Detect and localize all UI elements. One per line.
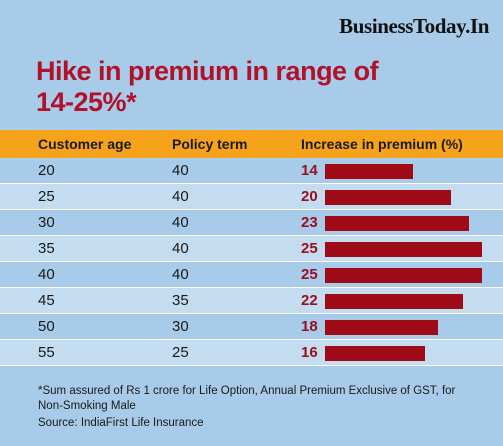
source-note: Source: IndiaFirst Life Insurance: [38, 417, 204, 429]
bar: [325, 164, 413, 179]
cell-policy-term: 40: [172, 162, 189, 179]
cell-customer-age: 50: [38, 318, 55, 335]
premium-table: Customer age Policy term Increase in pre…: [0, 130, 503, 366]
cell-policy-term: 25: [172, 344, 189, 361]
chart-title: Hike in premium in range of 14-25%*: [36, 56, 379, 117]
cell-customer-age: 30: [38, 214, 55, 231]
table-row: 30 40 23: [0, 210, 503, 236]
data-label: 25: [301, 266, 318, 283]
table-body: 20 40 14 25 40 20 30 40 23 35 40 25 40 40 25 45 35 22 50 30…: [0, 158, 503, 366]
bar: [325, 320, 439, 335]
table-row: 55 25 16: [0, 340, 503, 366]
cell-policy-term: 40: [172, 240, 189, 257]
table-header: Customer age Policy term Increase in pre…: [0, 130, 503, 158]
cell-customer-age: 55: [38, 344, 55, 361]
bar: [325, 268, 482, 283]
data-label: 16: [301, 344, 318, 361]
bar: [325, 242, 482, 257]
cell-policy-term: 40: [172, 188, 189, 205]
table-row: 50 30 18: [0, 314, 503, 340]
cell-customer-age: 25: [38, 188, 55, 205]
table-row: 45 35 22: [0, 288, 503, 314]
data-label: 25: [301, 240, 318, 257]
cell-customer-age: 35: [38, 240, 55, 257]
header-increase: Increase in premium (%): [301, 136, 463, 152]
cell-policy-term: 30: [172, 318, 189, 335]
cell-policy-term: 40: [172, 214, 189, 231]
brand-logo: BusinessToday.In: [339, 14, 489, 38]
table-row: 20 40 14: [0, 158, 503, 184]
data-label: 23: [301, 214, 318, 231]
table-row: 35 40 25: [0, 236, 503, 262]
data-label: 22: [301, 292, 318, 309]
bar: [325, 294, 464, 309]
header-customer-age: Customer age: [38, 136, 132, 152]
header-policy-term: Policy term: [172, 136, 248, 152]
bar: [325, 216, 470, 231]
data-label: 18: [301, 318, 318, 335]
bar: [325, 346, 426, 361]
cell-customer-age: 40: [38, 266, 55, 283]
cell-customer-age: 45: [38, 292, 55, 309]
data-label: 20: [301, 188, 318, 205]
table-row: 25 40 20: [0, 184, 503, 210]
bar: [325, 190, 451, 205]
table-row: 40 40 25: [0, 262, 503, 288]
footnote: *Sum assured of Rs 1 crore for Life Opti…: [38, 385, 456, 412]
cell-policy-term: 40: [172, 266, 189, 283]
data-label: 14: [301, 162, 318, 179]
cell-policy-term: 35: [172, 292, 189, 309]
cell-customer-age: 20: [38, 162, 55, 179]
